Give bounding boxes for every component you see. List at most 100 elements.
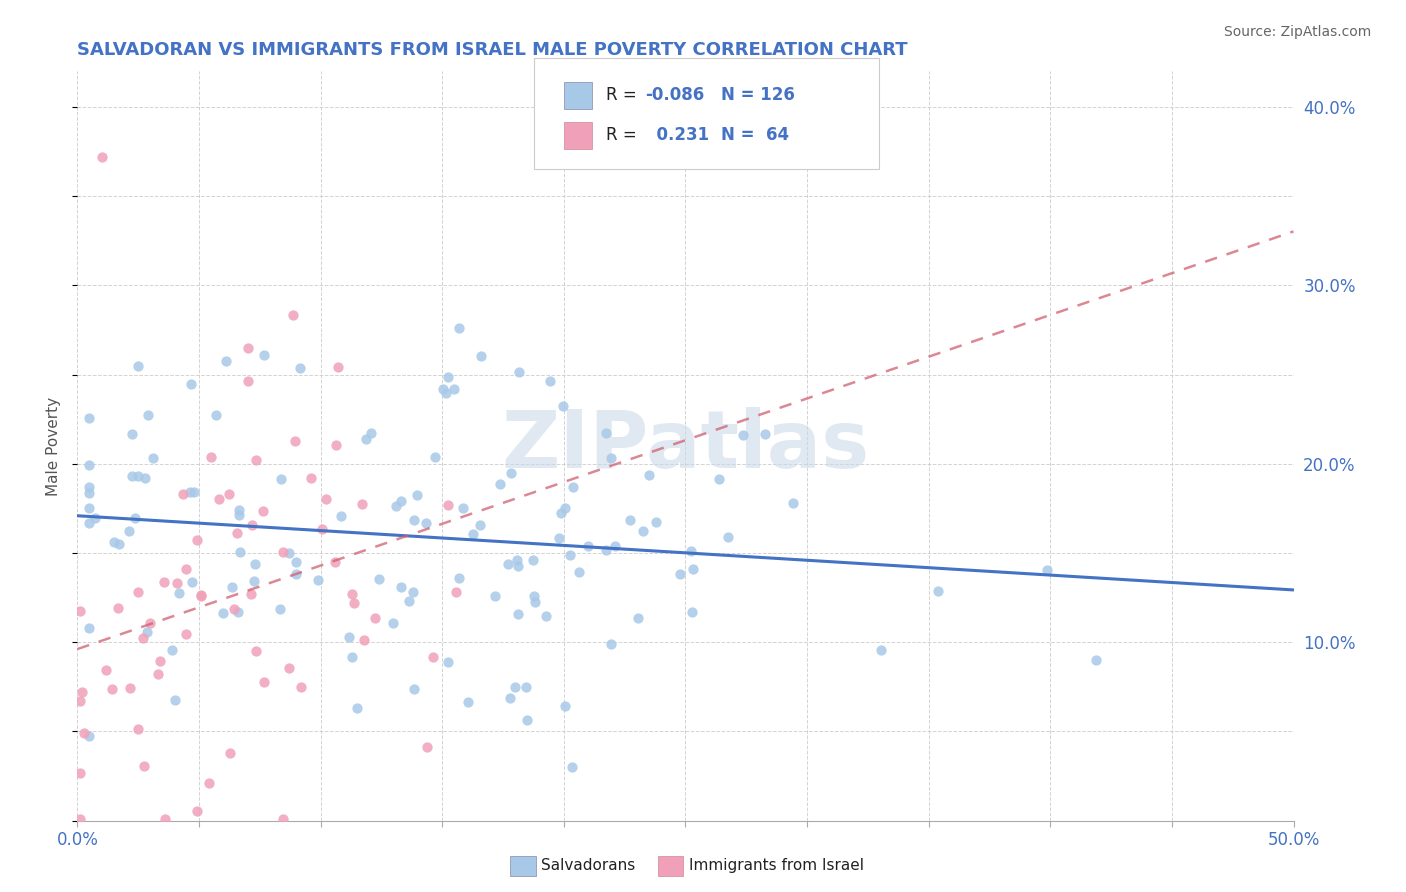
Point <box>681 605 703 619</box>
Point <box>238 374 260 388</box>
Point <box>79 501 101 516</box>
Point <box>506 553 529 567</box>
Point <box>422 649 444 664</box>
Point <box>160 643 183 657</box>
Point <box>172 487 194 501</box>
Point <box>754 427 776 442</box>
Point <box>166 576 188 591</box>
Point <box>432 382 454 396</box>
Point <box>437 498 460 512</box>
Point <box>385 500 408 514</box>
Point <box>405 488 427 502</box>
Point <box>215 354 238 368</box>
Point <box>346 701 368 715</box>
Point <box>311 522 333 536</box>
Text: N = 126: N = 126 <box>721 86 796 103</box>
Point <box>595 426 617 441</box>
Point <box>174 627 197 641</box>
Y-axis label: Male Poverty: Male Poverty <box>46 396 62 496</box>
Point <box>243 558 266 572</box>
Point <box>290 681 312 695</box>
Point <box>299 471 322 485</box>
Text: Immigrants from Israel: Immigrants from Israel <box>689 858 863 872</box>
Point <box>470 518 492 533</box>
Point <box>307 573 329 587</box>
Point <box>340 650 363 665</box>
Point <box>363 611 385 625</box>
Point <box>367 573 389 587</box>
Point <box>1035 563 1057 577</box>
Point <box>568 566 591 580</box>
Point <box>447 321 470 335</box>
Point <box>717 530 740 544</box>
Point <box>547 531 569 545</box>
Point <box>453 501 475 516</box>
Point <box>79 621 101 635</box>
Point <box>679 544 702 558</box>
Point <box>342 596 364 610</box>
Point <box>236 341 259 355</box>
Point <box>121 426 143 441</box>
Point <box>927 583 949 598</box>
Point <box>443 382 465 396</box>
Point <box>69 604 91 618</box>
Point <box>218 487 240 501</box>
Point <box>271 812 294 826</box>
Point <box>415 739 437 754</box>
Text: Source: ZipAtlas.com: Source: ZipAtlas.com <box>1223 25 1371 39</box>
Point <box>221 580 243 594</box>
Point <box>186 804 208 818</box>
Point <box>134 470 156 484</box>
Point <box>245 644 267 658</box>
Point <box>437 655 460 669</box>
Point <box>186 533 208 548</box>
Point <box>558 548 581 562</box>
Point <box>561 760 583 774</box>
Point <box>228 605 250 619</box>
Point <box>180 574 202 589</box>
Point <box>228 503 250 517</box>
Text: R =: R = <box>606 126 643 144</box>
Point <box>499 690 522 705</box>
Point <box>253 674 276 689</box>
Point <box>163 693 186 707</box>
Point <box>523 595 546 609</box>
Point <box>149 654 172 668</box>
Point <box>638 467 661 482</box>
Point <box>515 680 537 694</box>
Point <box>360 425 382 440</box>
Point <box>103 535 125 549</box>
Point <box>190 588 212 602</box>
Point <box>600 637 623 651</box>
Point <box>508 365 530 379</box>
Point <box>436 369 458 384</box>
Point <box>148 667 170 681</box>
Point <box>120 681 142 696</box>
Point <box>79 458 101 472</box>
Point <box>329 509 352 524</box>
Point <box>69 812 91 826</box>
Point <box>284 434 307 448</box>
Text: 0.231: 0.231 <box>645 126 710 144</box>
Point <box>127 723 149 737</box>
Point <box>538 374 561 388</box>
Text: SALVADORAN VS IMMIGRANTS FROM ISRAEL MALE POVERTY CORRELATION CHART: SALVADORAN VS IMMIGRANTS FROM ISRAEL MAL… <box>77 41 908 59</box>
Point <box>153 575 176 590</box>
Point <box>229 545 252 559</box>
Point <box>169 586 191 600</box>
Point <box>252 504 274 518</box>
Point <box>218 747 240 761</box>
Point <box>211 606 233 620</box>
Point <box>245 453 267 467</box>
Point <box>326 359 349 374</box>
Point <box>389 494 412 508</box>
Point <box>243 574 266 588</box>
Point <box>619 513 641 527</box>
Point <box>269 602 291 616</box>
Point <box>315 491 337 506</box>
Point <box>626 611 648 625</box>
Text: N =  64: N = 64 <box>721 126 789 144</box>
Point <box>645 515 668 529</box>
Point <box>121 469 143 483</box>
Point <box>124 511 146 525</box>
